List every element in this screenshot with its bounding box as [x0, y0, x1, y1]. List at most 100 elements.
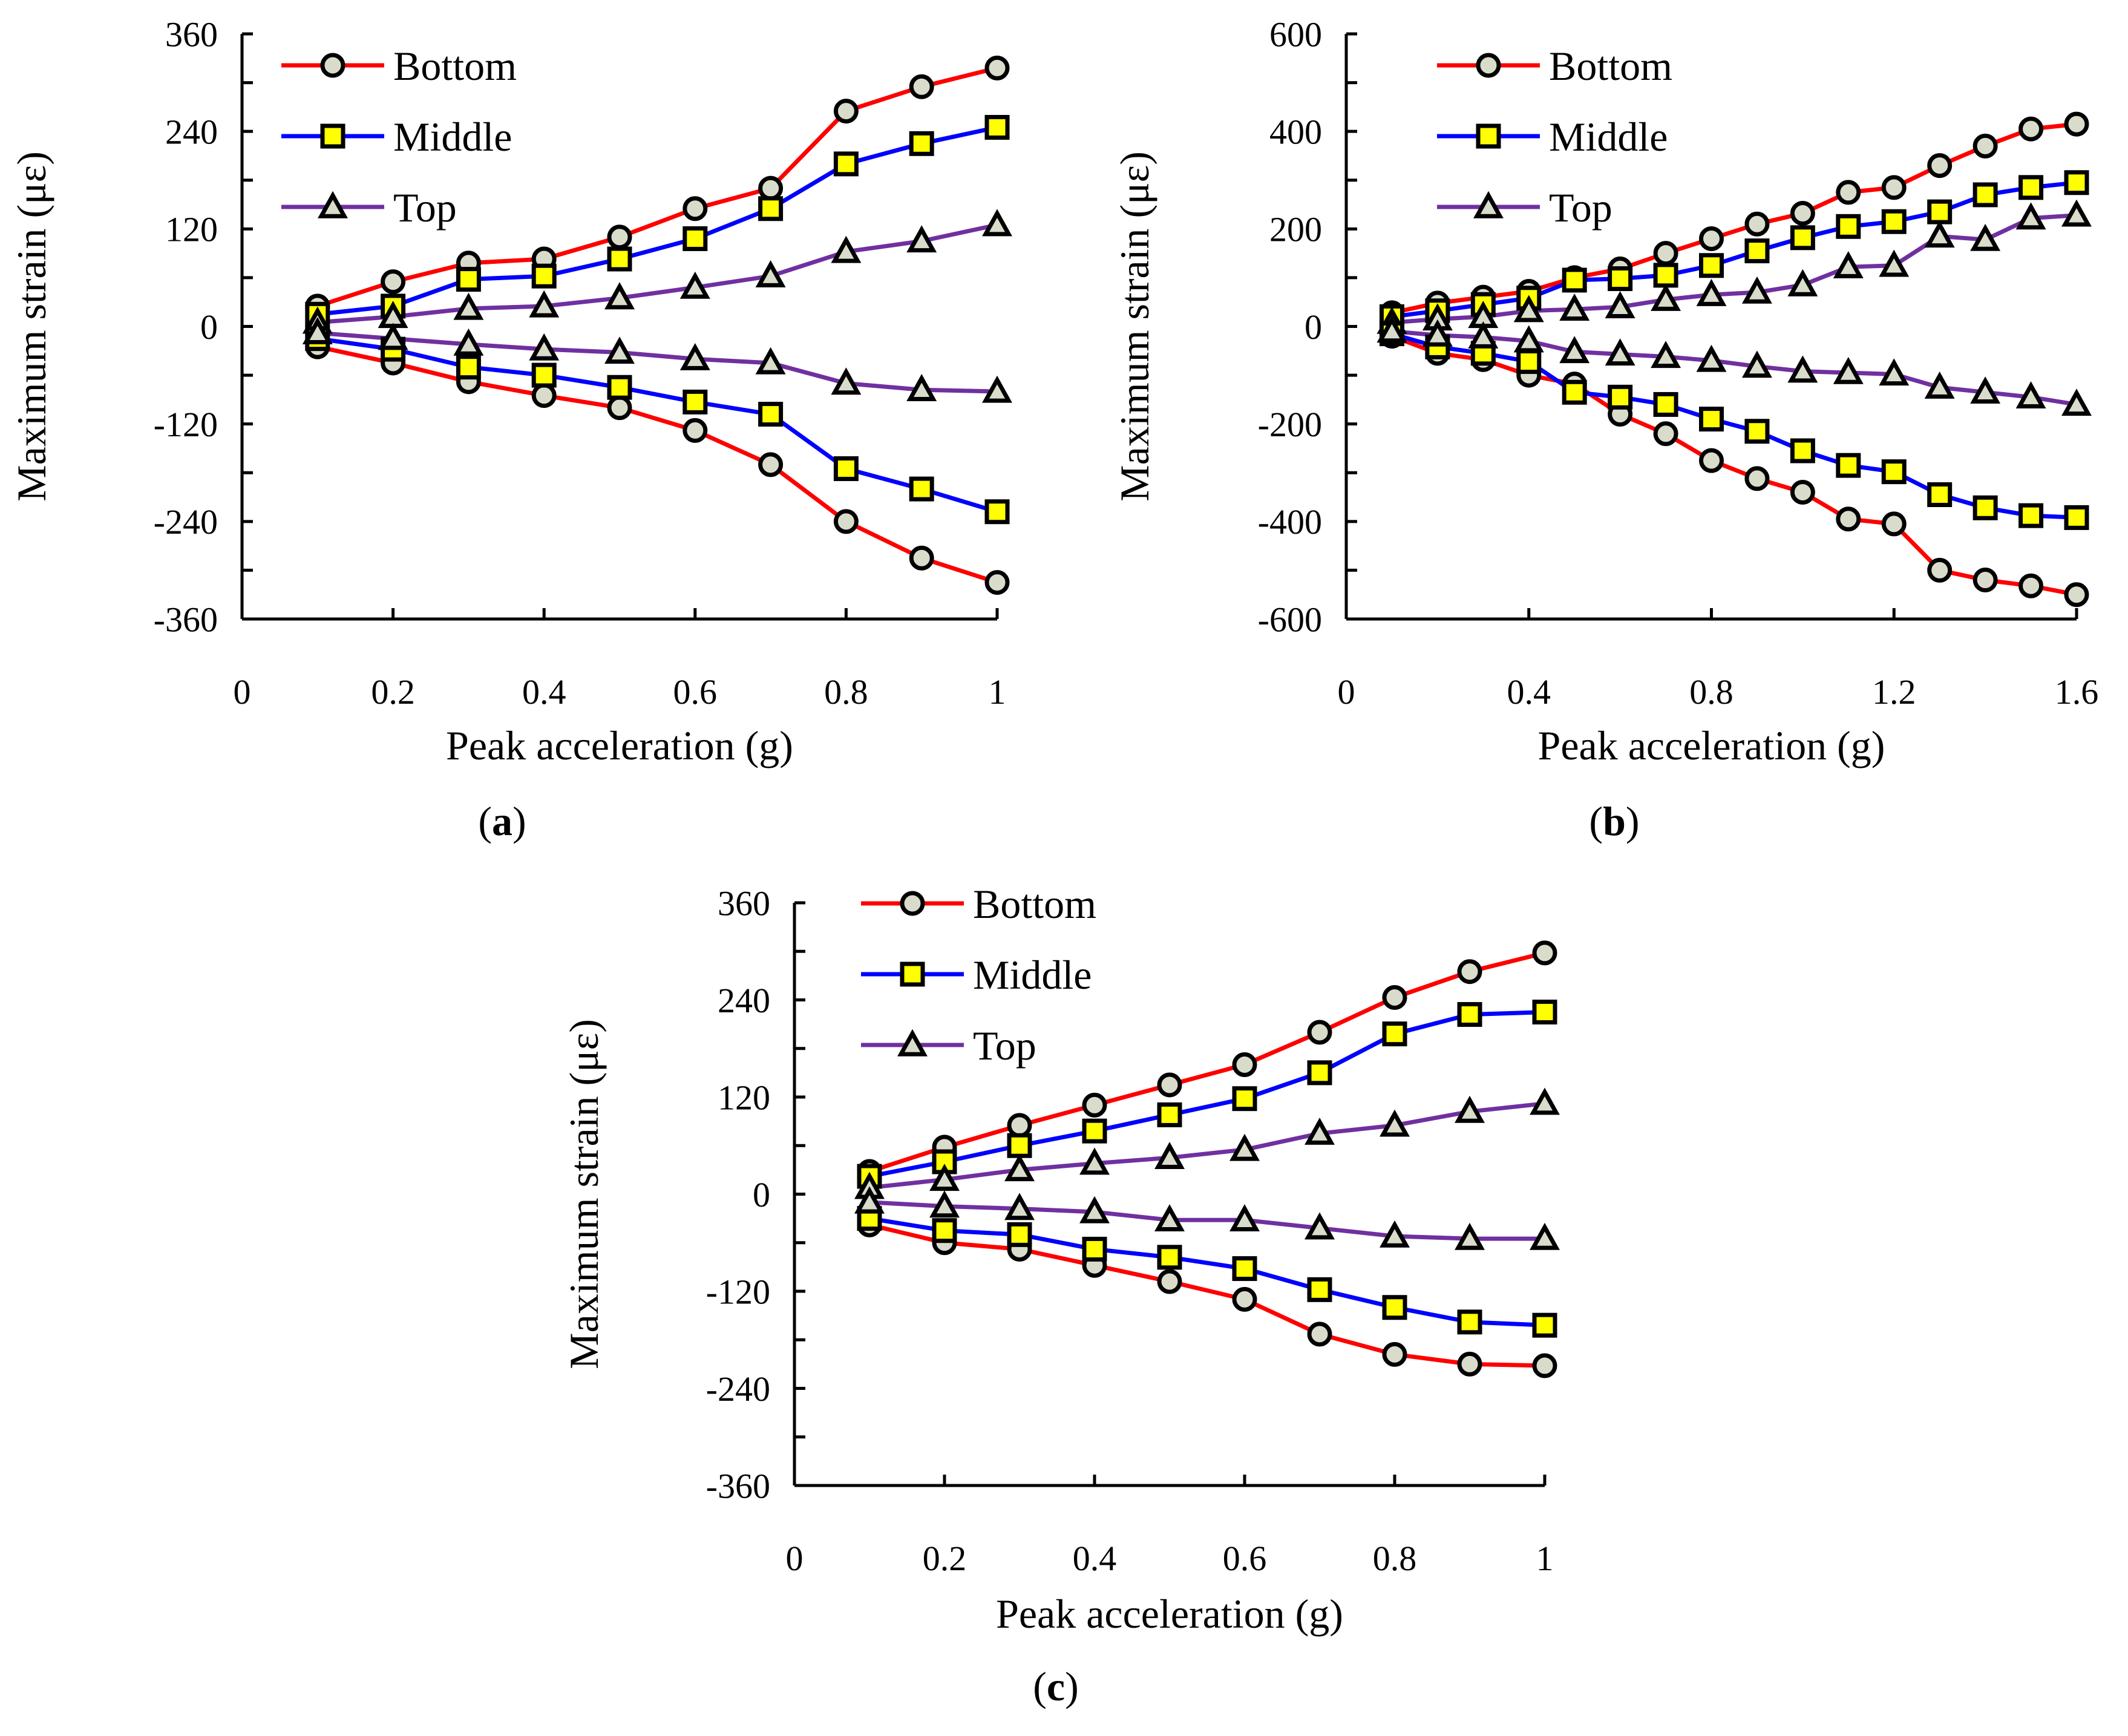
- legend-label-bottom: Bottom: [1549, 43, 1672, 89]
- legend-label-middle: Middle: [393, 114, 512, 160]
- data-point-top: [1696, 278, 1727, 306]
- series-line-middle-positive: [1391, 180, 2077, 319]
- y-tick-label: -360: [706, 1466, 770, 1505]
- data-point-middle: [1744, 419, 1770, 444]
- panel-caption: (a): [478, 798, 526, 844]
- data-point-top: [453, 292, 484, 320]
- x-tick-label: 0: [1338, 672, 1355, 712]
- data-point-top: [1455, 1095, 1485, 1123]
- series-line-bottom-positive: [1391, 122, 2077, 315]
- y-axis-label: Maximum strain (με): [1111, 151, 1157, 502]
- series-line-bottom-negative: [317, 344, 998, 585]
- legend-marker-bottom: [900, 891, 925, 916]
- data-point-top: [1879, 358, 1910, 386]
- chart-panel-b: -600 -400 -200 0 200 400 600 0 0.4 0.8 1.2 1.6 Peak …: [1111, 15, 2098, 844]
- x-tick-label: 0.2: [371, 672, 415, 712]
- data-point-top: [1305, 1117, 1335, 1145]
- data-point-top: [854, 1186, 885, 1214]
- data-point-middle: [1699, 407, 1724, 432]
- data-point-bottom: [531, 383, 557, 408]
- x-tick-label: 0: [234, 672, 251, 712]
- data-point-top: [1004, 1193, 1035, 1220]
- data-point-top: [982, 375, 1012, 403]
- data-point-top: [679, 343, 710, 370]
- panel-caption: (b): [1589, 798, 1639, 844]
- data-point-bottom: [1972, 568, 1998, 593]
- data-point-top: [831, 367, 862, 395]
- data-point-bottom: [1927, 153, 1953, 179]
- y-tick-label: -120: [154, 405, 218, 444]
- x-tick-label: 0.8: [824, 672, 868, 712]
- data-point-top: [1530, 1087, 1560, 1115]
- data-point-top: [1004, 1154, 1035, 1182]
- data-point-top: [2015, 381, 2046, 409]
- x-tick-label: 1.6: [2055, 672, 2099, 712]
- data-point-top: [929, 1190, 960, 1218]
- legend: Bottom Middle Top: [861, 881, 1096, 1069]
- data-point-middle: [531, 263, 557, 289]
- y-tick-label: 240: [718, 981, 770, 1020]
- data-point-middle: [1232, 1086, 1257, 1112]
- data-point-bottom: [1382, 1341, 1407, 1367]
- y-tick-label: 360: [718, 883, 770, 923]
- data-point-middle: [909, 131, 934, 156]
- data-point-top: [755, 347, 786, 375]
- y-tick-label: 0: [753, 1175, 770, 1214]
- data-point-top: [604, 282, 635, 310]
- data-point-bottom: [1699, 448, 1724, 473]
- data-point-top: [1605, 291, 1635, 318]
- data-point-top: [982, 209, 1012, 237]
- series-line-middle-negative: [317, 336, 998, 514]
- data-point-bottom: [381, 269, 406, 295]
- legend-label-bottom: Bottom: [393, 43, 517, 89]
- data-point-top: [1559, 336, 1590, 364]
- data-point-middle: [1562, 379, 1587, 405]
- data-point-bottom: [1836, 180, 1861, 205]
- x-tick-label: 0.8: [1373, 1539, 1417, 1578]
- series-line-bottom-positive: [868, 951, 1545, 1174]
- data-point-top: [1154, 1204, 1185, 1231]
- y-tick-label: 120: [165, 210, 218, 249]
- x-tick-label: 0.8: [1689, 672, 1734, 712]
- data-point-top: [1787, 269, 1818, 296]
- data-point-top: [906, 225, 937, 253]
- data-point-top: [679, 271, 710, 299]
- data-point-middle: [1608, 266, 1633, 292]
- data-point-bottom: [1232, 1286, 1257, 1312]
- data-point-bottom: [1157, 1269, 1182, 1294]
- data-point-bottom: [1972, 133, 1998, 159]
- series-line-middle-positive: [317, 125, 998, 316]
- data-point-middle: [1307, 1277, 1332, 1302]
- data-point-top: [302, 317, 333, 344]
- data-point-bottom: [607, 224, 632, 250]
- data-point-bottom: [909, 545, 934, 571]
- data-point-bottom: [2064, 111, 2089, 137]
- data-point-middle: [1927, 199, 1953, 224]
- data-point-bottom: [1790, 201, 1815, 226]
- data-point-middle: [1836, 453, 1861, 478]
- data-point-middle: [683, 389, 708, 414]
- data-point-bottom: [1532, 1353, 1557, 1378]
- data-point-top: [1651, 341, 1681, 368]
- data-point-bottom: [1744, 211, 1770, 237]
- y-tick-label: -360: [154, 600, 218, 639]
- series-line-bottom-positive: [316, 66, 998, 309]
- data-point-top: [929, 1164, 960, 1191]
- y-tick-label: 240: [165, 112, 218, 151]
- data-point-middle: [2018, 503, 2044, 528]
- data-point-bottom: [1307, 1322, 1332, 1347]
- data-point-middle: [1382, 1021, 1407, 1047]
- data-point-middle: [758, 402, 784, 427]
- data-point-middle: [1457, 1309, 1482, 1335]
- data-point-top: [1530, 1222, 1560, 1250]
- data-point-bottom: [1382, 984, 1407, 1010]
- data-point-middle: [1653, 391, 1678, 417]
- data-point-top: [1468, 321, 1499, 349]
- data-point-top: [1696, 344, 1727, 372]
- y-tick-label: 120: [718, 1078, 770, 1117]
- legend-label-top: Top: [393, 185, 457, 231]
- series-line-bottom-negative: [1391, 334, 2077, 597]
- y-tick-label: -200: [1258, 405, 1322, 444]
- data-point-middle: [909, 476, 934, 502]
- data-point-top: [1833, 356, 1864, 384]
